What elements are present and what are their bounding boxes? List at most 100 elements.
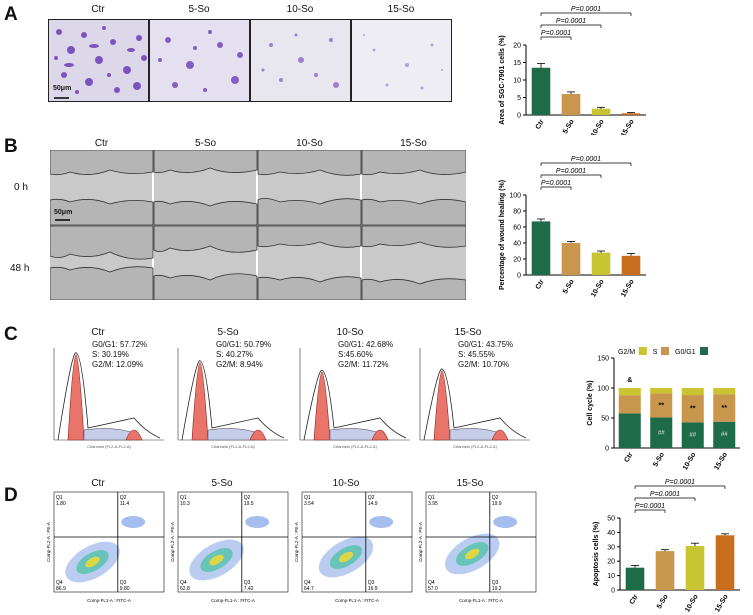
sig-mark-s: **: [722, 405, 728, 412]
sig-mark-s: **: [659, 402, 665, 409]
b-row-label-48h: 48 h: [10, 263, 30, 274]
c-col-label-5so: 5-So: [217, 327, 239, 338]
hist-axis-label: Channels (FL2-A-FL2-A): [333, 444, 377, 449]
sig-label: P=0.0001: [635, 503, 665, 510]
y-tick-label: 10: [607, 573, 615, 580]
sig-label: P=0.0001: [556, 168, 586, 175]
b-col-label-10so: 10-So: [296, 138, 323, 149]
transwell-cells-15so: [363, 34, 443, 90]
y-tick-label: 30: [607, 544, 615, 551]
bar-5-so: [655, 551, 675, 590]
x-tick-label: 10-So: [684, 594, 700, 614]
y-tick-label: 100: [509, 193, 521, 200]
x-tick-label: 15-So: [620, 279, 636, 299]
flow-plot-frame: [53, 491, 165, 593]
sig-mark-g: ##: [689, 432, 696, 438]
y-tick-label: 15: [513, 60, 521, 67]
quadrant-name: Q1: [304, 495, 311, 501]
x-tick-label: 5-So: [562, 279, 576, 296]
bar-15-so: [621, 255, 641, 275]
y-tick-label: 10: [513, 78, 521, 85]
stack-g2-m: [681, 388, 704, 396]
d-col-label-5so: 5-So: [211, 478, 233, 489]
c-stat: S: 30.19%: [92, 350, 129, 359]
c-stat: G0/G1: 43.75%: [458, 340, 514, 349]
density-q2: [369, 516, 394, 528]
a-col-label-15so: 15-So: [387, 4, 415, 15]
g1-peak: [67, 354, 85, 441]
quadrant-value: 1.80: [56, 501, 66, 507]
y-axis-label: Percentage of wound healing (%): [499, 180, 506, 290]
sig-label: P=0.0001: [571, 6, 601, 13]
y-tick-label: 80: [513, 209, 521, 216]
c-stat: S: 45.55%: [458, 350, 495, 359]
c-stats-5so: G0/G1: 50.79% S: 40.27% G2/M: 8.94%: [216, 340, 271, 370]
legend-swatch: [638, 347, 647, 355]
quadrant-name: Q3: [120, 580, 127, 586]
y-tick-label: 40: [607, 530, 615, 537]
hist-outline: [423, 368, 527, 441]
quadrant-value: 7.42: [244, 586, 254, 592]
c-stat: S:45.60%: [338, 350, 373, 359]
quadrant-value: 11.4: [120, 501, 130, 507]
quadrant-value: 16.9: [368, 586, 378, 592]
y-tick-label: 0: [517, 273, 521, 280]
flow-plot-frame: [425, 491, 537, 593]
x-tick-label: 15-So: [620, 119, 636, 136]
s-phase: [83, 428, 132, 441]
bar-15-so: [715, 535, 735, 590]
legend-label: S: [653, 349, 658, 356]
quadrant-name: Q4: [180, 580, 187, 586]
sig-mark-g: ##: [721, 432, 728, 438]
bar-ctr: [531, 67, 551, 115]
quadrant-value: 19.5: [244, 501, 254, 507]
quadrant-value: 86.9: [56, 586, 66, 592]
density-q2: [493, 516, 518, 528]
transwell-image-ctr: 50μm: [48, 19, 149, 102]
y-tick-label: 50: [607, 516, 615, 523]
quadrant-value: 10.3: [180, 501, 190, 507]
quadrant-name: Q3: [368, 580, 375, 586]
x-tick-label: Ctr: [535, 278, 546, 290]
scale-bar-a: 50μm: [53, 85, 72, 92]
g1-peak: [191, 362, 209, 441]
quadrant-name: Q4: [304, 580, 311, 586]
bar-ctr: [531, 221, 551, 275]
quadrant-value: 3.95: [428, 501, 438, 507]
s-phase: [207, 428, 256, 441]
quadrant-value: 3.54: [304, 501, 314, 507]
sig-mark-s: **: [690, 406, 696, 413]
b-col-label-15so: 15-So: [400, 138, 427, 149]
y-tick-label: 5: [517, 95, 521, 102]
cell-cycle-histograms: Channels (FL2-A-FL2-A) Channels (FL2-A-FL…: [53, 348, 530, 449]
bar-15-so: [621, 113, 641, 115]
x-tick-label: 10-So: [590, 119, 606, 136]
c-stats-10so: G0/G1: 42.68% S:45.60% G2/M: 11.72%: [338, 340, 393, 370]
chart-c-cell-cycle: 0 50 100 150 Cell cycle (%) G2/M S G0/G1 & Ctr ** #…: [587, 347, 740, 472]
quadrant-value: 62.8: [180, 586, 190, 592]
flow-x-label: Comp-FL1-A : FITC-A: [211, 598, 255, 603]
x-tick-label: Ctr: [535, 118, 546, 130]
hist-axis-label: Channels (FL2-A-FL2-A): [453, 444, 497, 449]
a-col-label-5so: 5-So: [188, 4, 210, 15]
c-stat: G2/M: 10.70%: [458, 360, 510, 369]
panel-label-a: A: [4, 4, 18, 25]
transwell-image-15so: [351, 19, 452, 102]
c-stat: G2/M: 8.94%: [216, 360, 263, 369]
stack-g0-g1: [681, 422, 704, 448]
g1-peak: [433, 370, 451, 441]
g1-peak: [313, 371, 331, 441]
y-tick-label: 0: [611, 588, 615, 595]
transwell-cells-ctr: [54, 26, 147, 99]
bar-5-so: [561, 94, 581, 115]
flow-plot-frame: [177, 491, 289, 593]
bar-5-so: [561, 243, 581, 275]
transwell-image-10so: [250, 19, 351, 102]
density-q2: [121, 516, 146, 528]
y-axis-label: Cell cycle (%): [587, 380, 594, 425]
bar-ctr: [625, 567, 645, 590]
y-tick-label: 150: [597, 356, 609, 363]
g2-peak: [125, 429, 143, 441]
y-tick-label: 40: [513, 241, 521, 248]
hist-axis-label: Channels (FL2-A-FL2-A): [211, 444, 255, 449]
